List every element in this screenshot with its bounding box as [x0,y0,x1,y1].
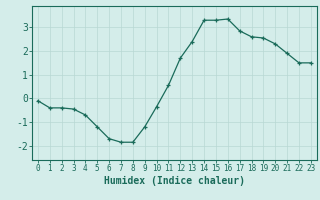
X-axis label: Humidex (Indice chaleur): Humidex (Indice chaleur) [104,176,245,186]
